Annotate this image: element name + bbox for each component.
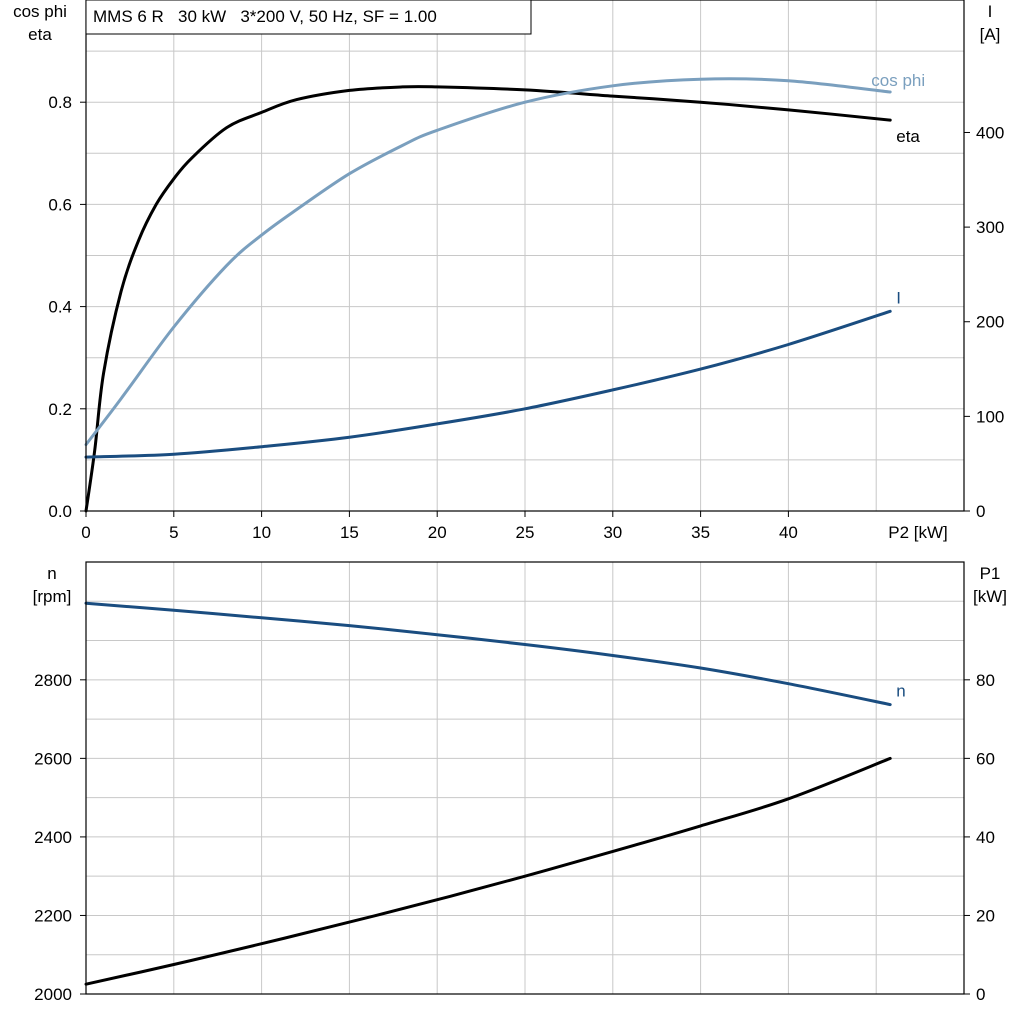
i-curve [84,309,892,459]
left-tick-label: 2200 [34,906,72,925]
cos-phi-curve [84,77,892,447]
bottom-left-axis-title-1: n [47,564,56,583]
left-tick-label: 0.4 [48,298,72,317]
bottom-left-axis-title-2: [rpm] [33,587,72,606]
top-right-axis-title-2: [A] [980,25,1001,44]
left-tick-label: 2400 [34,828,72,847]
chart-title: MMS 6 R 30 kW 3*200 V, 50 Hz, SF = 1.00 [93,7,437,26]
x-tick-label: 15 [340,523,359,542]
right-tick-label: 200 [976,313,1004,332]
top-chart-frame [85,0,965,512]
left-tick-label: 2000 [34,985,72,1004]
left-tick-label: 0.6 [48,195,72,214]
top-left-axis-title-2: eta [28,25,52,44]
top-left-axis-title-1: cos phi [13,2,67,21]
left-tick-label: 0.2 [48,400,72,419]
eta-series-label: eta [896,127,920,146]
cos-phi-series-label: cos phi [871,71,925,90]
chart-title-box [85,0,532,35]
x-tick-label: 10 [252,523,271,542]
p1-curve [84,756,892,986]
x-tick-label: 35 [691,523,710,542]
i-series-label: I [896,288,901,307]
right-tick-label: 300 [976,218,1004,237]
eta-curve [84,84,892,513]
bottom-right-axis-title-2: [kW] [973,587,1007,606]
left-tick-label: 0.0 [48,502,72,521]
left-tick-label: 0.8 [48,93,72,112]
top-chart: 0.0 0.2 0.4 0.6 0.8 0 100 200 300 400 0 5 10 15 20 25 30… [13,0,1004,542]
right-tick-label: 20 [976,906,995,925]
right-tick-label: 0 [976,502,985,521]
right-tick-label: 40 [976,828,995,847]
x-tick-label: 25 [516,523,535,542]
x-tick-label: 0 [81,523,90,542]
bottom-right-axis-title-1: P1 [980,564,1001,583]
n-curve [84,601,892,707]
top-right-axis-title-1: I [988,2,993,21]
n-series-label: n [896,682,905,701]
right-tick-label: 0 [976,985,985,1004]
x-axis-title: P2 [kW] [888,523,948,542]
x-tick-label: 40 [779,523,798,542]
left-tick-label: 2800 [34,671,72,690]
bottom-chart-frame [85,561,965,995]
right-tick-label: 80 [976,671,995,690]
left-tick-label: 2600 [34,749,72,768]
x-tick-label: 5 [169,523,178,542]
right-tick-label: 60 [976,749,995,768]
right-tick-label: 100 [976,407,1004,426]
x-tick-label: 20 [428,523,447,542]
x-tick-label: 30 [603,523,622,542]
right-tick-label: 400 [976,123,1004,142]
